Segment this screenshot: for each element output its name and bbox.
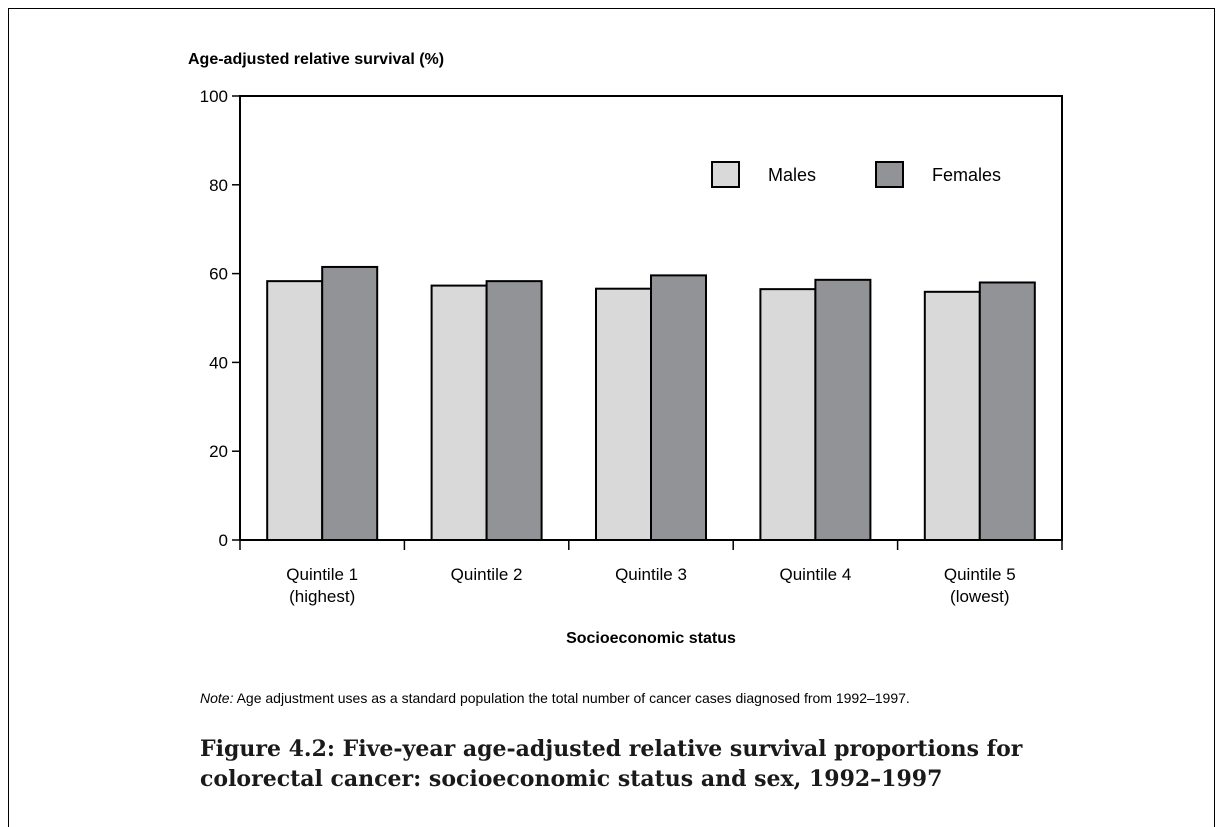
bars bbox=[266, 265, 1036, 542]
y-tick-label: 40 bbox=[209, 353, 228, 372]
bar-females bbox=[485, 280, 543, 541]
bar-females bbox=[814, 278, 872, 541]
y-tick-label: 0 bbox=[219, 531, 228, 550]
note-label: Note: bbox=[200, 690, 234, 706]
y-tick-label: 60 bbox=[209, 265, 228, 284]
bar-males bbox=[759, 288, 817, 542]
legend-label-females: Females bbox=[932, 165, 1001, 185]
figure-caption: Figure 4.2: Five-year age-adjusted relat… bbox=[200, 736, 1023, 792]
legend-swatch-males bbox=[711, 161, 740, 188]
x-tick-label: Quintile 5 bbox=[944, 565, 1016, 584]
y-axis-label: Age-adjusted relative survival (%) bbox=[188, 51, 444, 68]
x-axis-label: Socioeconomic status bbox=[566, 630, 736, 647]
x-tick-label: Quintile 4 bbox=[779, 565, 851, 584]
x-axis-ticks: Quintile 1 (highest) Quintile 2 Quintile 3 Q… bbox=[239, 540, 1063, 606]
x-tick-label: (highest) bbox=[289, 587, 355, 606]
y-tick-label: 20 bbox=[209, 442, 228, 461]
legend-label-males: Males bbox=[768, 165, 816, 185]
note-text: Age adjustment uses as a standard popula… bbox=[233, 690, 910, 706]
bar-chart: Age-adjusted relative survival (%) 0 20 40… bbox=[188, 51, 1063, 647]
y-axis-ticks: 0 20 40 60 80 100 bbox=[200, 87, 240, 550]
bar-males bbox=[266, 280, 324, 541]
x-tick-label: (lowest) bbox=[950, 587, 1010, 606]
x-tick-label: Quintile 3 bbox=[615, 565, 687, 584]
bar-males bbox=[430, 284, 488, 542]
legend-swatch-females bbox=[875, 161, 904, 188]
bar-females bbox=[650, 274, 707, 541]
x-tick-label: Quintile 2 bbox=[451, 565, 523, 584]
bar-males bbox=[595, 287, 652, 542]
bar-females bbox=[978, 281, 1036, 541]
figure-frame bbox=[8, 8, 1215, 827]
legend: Males Females bbox=[711, 161, 1001, 188]
note: Note: Age adjustment uses as a standard … bbox=[200, 690, 1200, 706]
y-tick-label: 100 bbox=[200, 87, 228, 106]
x-tick-label: Quintile 1 bbox=[286, 565, 358, 584]
y-tick-label: 80 bbox=[209, 176, 228, 195]
bar-females bbox=[321, 265, 379, 541]
bar-males bbox=[923, 290, 981, 541]
